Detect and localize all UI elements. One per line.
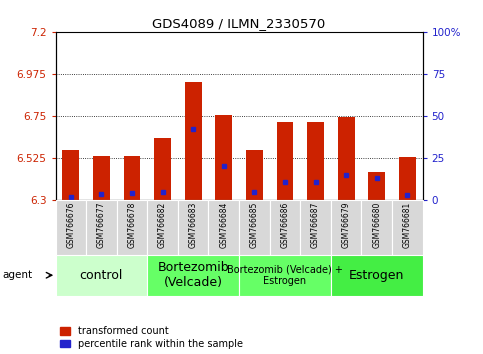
Text: control: control	[80, 269, 123, 282]
Bar	[331, 200, 361, 255]
Text: GSM766679: GSM766679	[341, 202, 351, 248]
Bar	[215, 115, 232, 200]
Bar	[56, 200, 86, 255]
Text: agent: agent	[2, 270, 32, 280]
Bar	[246, 150, 263, 200]
Text: GSM766686: GSM766686	[281, 202, 289, 248]
Text: GSM766681: GSM766681	[403, 202, 412, 248]
Text: Estrogen: Estrogen	[349, 269, 404, 282]
Bar	[209, 200, 239, 255]
Bar	[270, 200, 300, 255]
Text: GSM766687: GSM766687	[311, 202, 320, 248]
Bar	[117, 200, 147, 255]
Bar	[185, 82, 201, 200]
Bar	[239, 200, 270, 255]
Text: GSM766677: GSM766677	[97, 202, 106, 248]
Bar	[307, 121, 324, 200]
Bar	[331, 255, 423, 296]
Bar	[147, 255, 239, 296]
Text: GDS4089 / ILMN_2330570: GDS4089 / ILMN_2330570	[153, 17, 326, 30]
Text: GSM766685: GSM766685	[250, 202, 259, 248]
Bar	[56, 255, 147, 296]
Bar	[399, 157, 416, 200]
Bar	[369, 172, 385, 200]
Bar	[361, 200, 392, 255]
Text: GSM766683: GSM766683	[189, 202, 198, 248]
Bar	[124, 156, 141, 200]
Text: GSM766684: GSM766684	[219, 202, 228, 248]
Bar	[154, 138, 171, 200]
Bar	[86, 200, 117, 255]
Text: Bortezomib
(Velcade): Bortezomib (Velcade)	[157, 261, 229, 289]
Bar	[62, 150, 79, 200]
Bar	[300, 200, 331, 255]
Text: GSM766676: GSM766676	[66, 202, 75, 248]
Legend: transformed count, percentile rank within the sample: transformed count, percentile rank withi…	[60, 326, 243, 349]
Bar	[93, 156, 110, 200]
Text: Bortezomib (Velcade) +
Estrogen: Bortezomib (Velcade) + Estrogen	[227, 264, 343, 286]
Bar	[178, 200, 209, 255]
Text: GSM766680: GSM766680	[372, 202, 381, 248]
Bar	[147, 200, 178, 255]
Text: GSM766678: GSM766678	[128, 202, 137, 248]
Bar	[392, 200, 423, 255]
Bar	[338, 117, 355, 200]
Bar	[239, 255, 331, 296]
Text: GSM766682: GSM766682	[158, 202, 167, 248]
Bar	[277, 121, 293, 200]
